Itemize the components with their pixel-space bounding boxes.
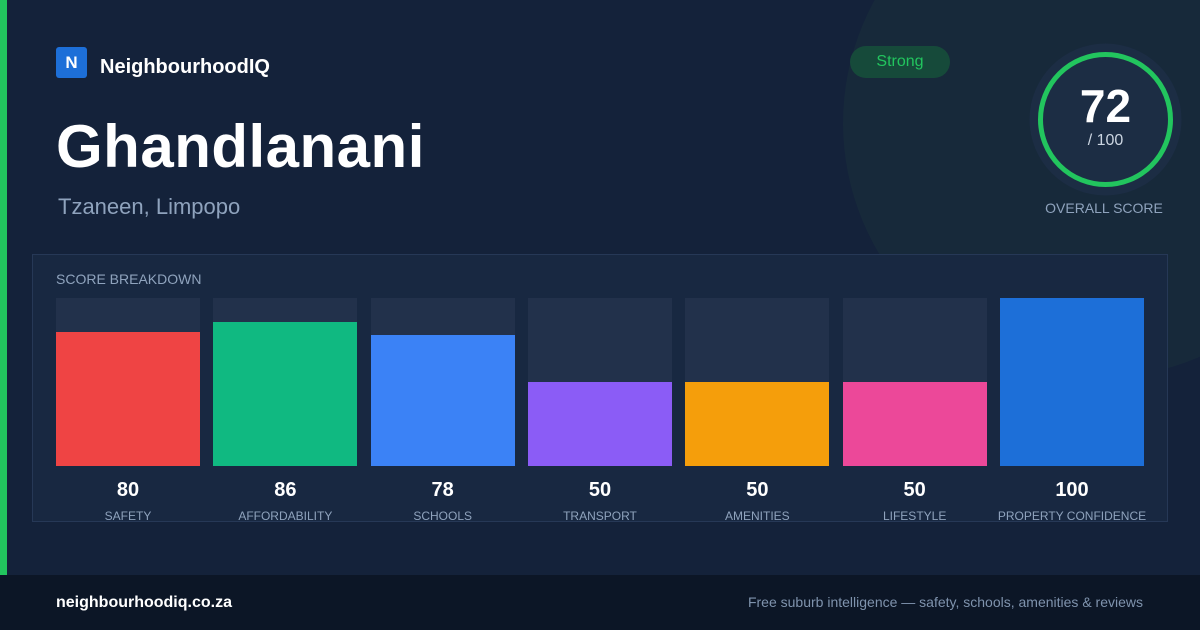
bar-value: 50 [746,479,769,501]
bar-fill [685,382,830,466]
bar-fill [56,331,200,466]
bar-track [842,298,987,466]
brand-logo-icon: N [56,47,87,78]
score-ring-svg [1029,43,1182,196]
bar-value: 78 [431,479,454,501]
bar-fill [528,382,672,466]
overall-score-max: / 100 [1087,132,1124,149]
bar-track [56,298,200,466]
score-bar-amenities: 50 AMENITIES [685,298,830,528]
breakdown-bars: 80 SAFETY 86 AFFORDABILITY 78 SCHOOLS 50 TRANSP… [56,298,1146,528]
score-bar-schools: 78 SCHOOLS [370,298,515,528]
bar-fill [213,321,358,466]
overall-score-ring: 72 / 100 [1029,43,1182,196]
score-bar-property-confidence: 100 PROPERTY CONFIDENCE [998,298,1146,528]
rating-badge: Strong [850,46,950,78]
score-bar-affordability: 86 AFFORDABILITY [213,298,358,528]
score-bar-transport: 50 TRANSPORT [528,298,672,528]
bar-fill [370,334,515,466]
score-ring-arc [1038,52,1173,187]
bar-track [685,298,830,466]
bar-label: AFFORDABILITY [238,509,333,523]
bar-label: TRANSPORT [563,509,637,523]
breakdown-title: SCORE BREAKDOWN [56,271,202,287]
suburb-name: Ghandlanani [56,113,425,180]
bar-value: 86 [274,479,297,501]
bar-value: 80 [116,479,140,501]
footer-tagline: Free suburb intelligence — safety, schoo… [747,594,1143,610]
accent-stripe [0,0,7,575]
footer-url-link[interactable]: neighbourhoodiq.co.za [56,594,232,611]
score-bar-safety: 80 SAFETY [56,298,200,528]
overall-score-caption: OVERALL SCORE [1045,200,1163,216]
bar-label: SAFETY [104,509,152,523]
overall-score-value: 72 [1079,80,1132,132]
brand[interactable]: N NeighbourhoodIQ [56,46,270,79]
bar-fill [842,382,987,466]
brand-name: NeighbourhoodIQ [100,56,270,78]
suburb-location: Tzaneen, Limpopo [58,194,241,219]
score-bar-lifestyle: 50 LIFESTYLE [842,298,987,528]
bar-label: LIFESTYLE [882,509,947,523]
bar-track [1000,298,1144,466]
bar-label: PROPERTY CONFIDENCE [997,509,1147,523]
bar-track [213,298,358,466]
bar-fill [1000,298,1144,466]
bar-value: 50 [903,479,926,501]
score-ring-background [1029,43,1182,196]
bar-label: SCHOOLS [413,509,472,523]
bar-value: 100 [1055,479,1089,501]
bar-value: 50 [588,479,612,501]
footer: neighbourhoodiq.co.za Free suburb intell… [0,575,1200,630]
bar-label: AMENITIES [724,509,790,523]
bar-track [370,298,515,466]
bar-track [528,298,672,466]
